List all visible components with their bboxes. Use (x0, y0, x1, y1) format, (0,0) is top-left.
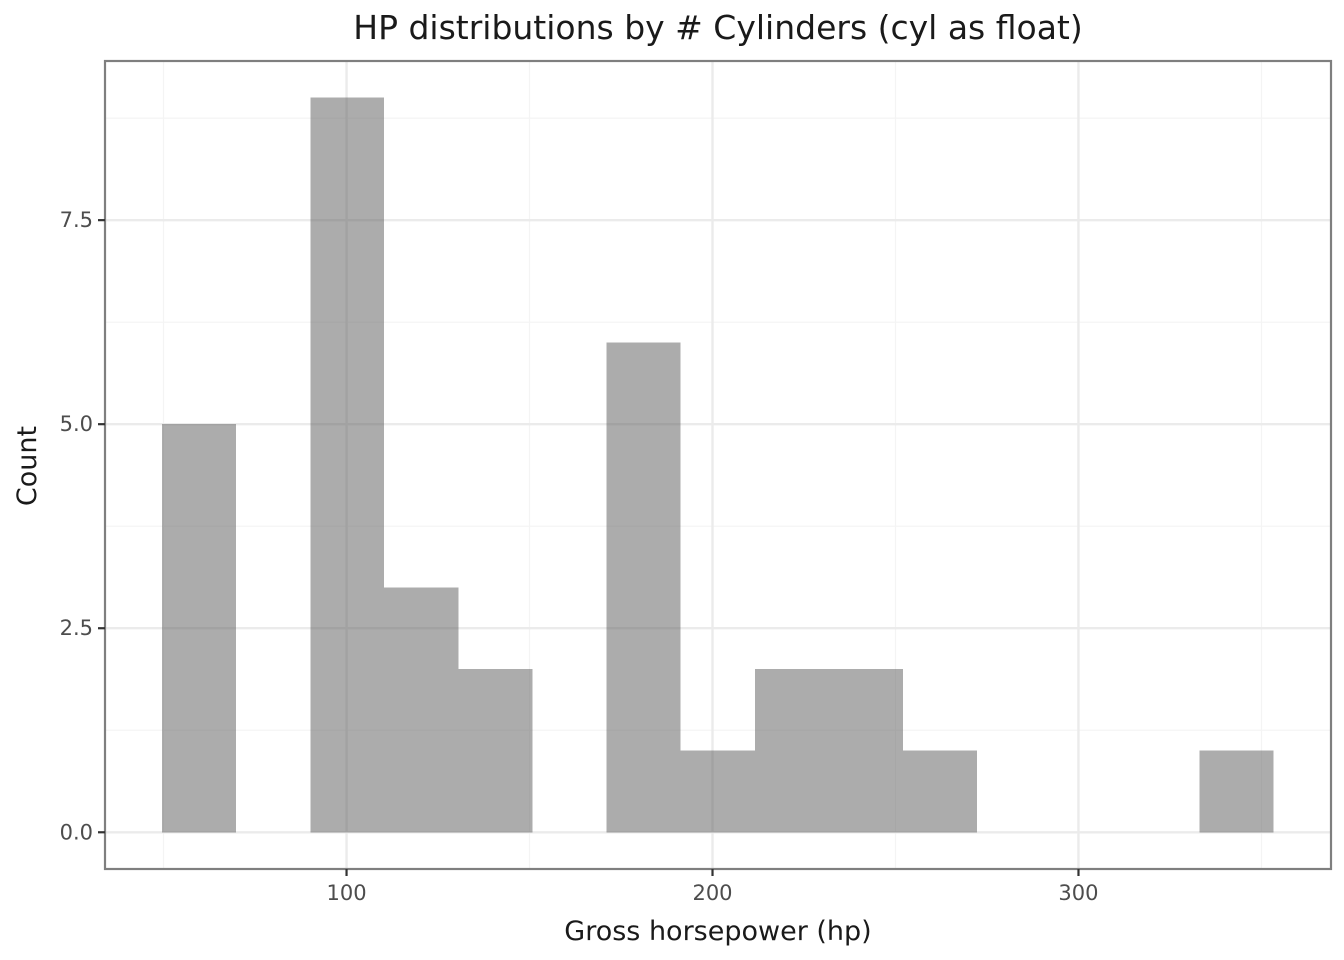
histogram-bar-2 (310, 97, 385, 833)
x-tick-label: 300 (1058, 881, 1098, 905)
chart-title: HP distributions by # Cylinders (cyl as … (353, 8, 1083, 47)
histogram-bar-0 (162, 424, 237, 833)
y-tick-label: 0.0 (60, 820, 93, 844)
histogram-bar-10 (903, 750, 978, 833)
y-axis-title: Count (12, 426, 43, 506)
histogram-bar-7 (680, 750, 755, 833)
y-axis: 0.0 2.5 5.0 7.5 (60, 208, 105, 844)
x-tick-label: 100 (326, 881, 366, 905)
x-axis-title: Gross horsepower (hp) (564, 916, 871, 947)
histogram-bar-4 (458, 669, 533, 833)
histogram-bars (162, 97, 1274, 833)
y-tick-label: 2.5 (60, 616, 93, 640)
x-tick-label: 200 (692, 881, 732, 905)
y-tick-label: 7.5 (60, 208, 93, 232)
histogram-bar-6 (606, 342, 681, 833)
plot-panel (103, 59, 1333, 871)
histogram-bar-9 (828, 669, 904, 833)
panel-border (103, 59, 1333, 871)
x-axis: 100 200 300 (326, 869, 1099, 905)
histogram-bar-14 (1199, 750, 1274, 833)
y-tick-label: 5.0 (60, 412, 93, 436)
histogram-bar-8 (754, 669, 829, 833)
histogram-bar-3 (384, 587, 459, 833)
panel-background (105, 61, 1331, 869)
